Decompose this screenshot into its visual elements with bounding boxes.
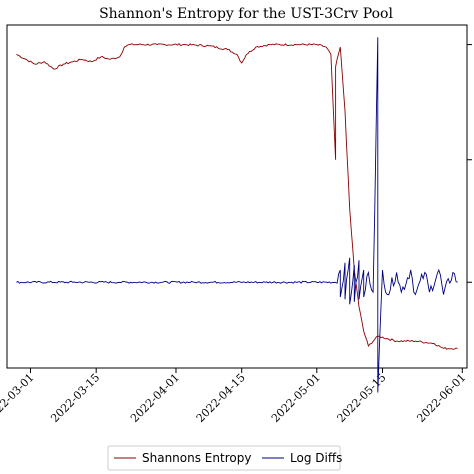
- series-line-log-diffs: [16, 37, 458, 393]
- x-tick-label: 2022-03-01: [0, 371, 37, 425]
- right-axis-ticks: [467, 44, 472, 283]
- legend-box: [107, 445, 341, 471]
- series-line-entropy: [16, 43, 458, 350]
- x-tick-label: 2022-05-15: [335, 371, 389, 425]
- legend-label-entropy: Shannons Entropy: [142, 451, 251, 465]
- series-layer: [16, 37, 458, 393]
- x-tick-label: 2022-03-15: [48, 371, 102, 425]
- plot-area: [6, 24, 468, 369]
- chart-title: Shannon's Entropy for the UST-3Crv Pool: [99, 6, 393, 22]
- legend: Shannons Entropy Log Diffs: [107, 445, 342, 471]
- x-tick-label: 2022-05-01: [269, 371, 323, 425]
- x-axis: 2022-03-01 2022-03-15 2022-04-01 2022-04-15…: [0, 368, 468, 425]
- legend-label-log-diffs: Log Diffs: [290, 451, 342, 465]
- x-tick-label: 2022-04-01: [128, 371, 182, 425]
- x-tick-label: 2022-06-01: [414, 371, 468, 425]
- x-tick-label: 2022-04-15: [194, 371, 248, 425]
